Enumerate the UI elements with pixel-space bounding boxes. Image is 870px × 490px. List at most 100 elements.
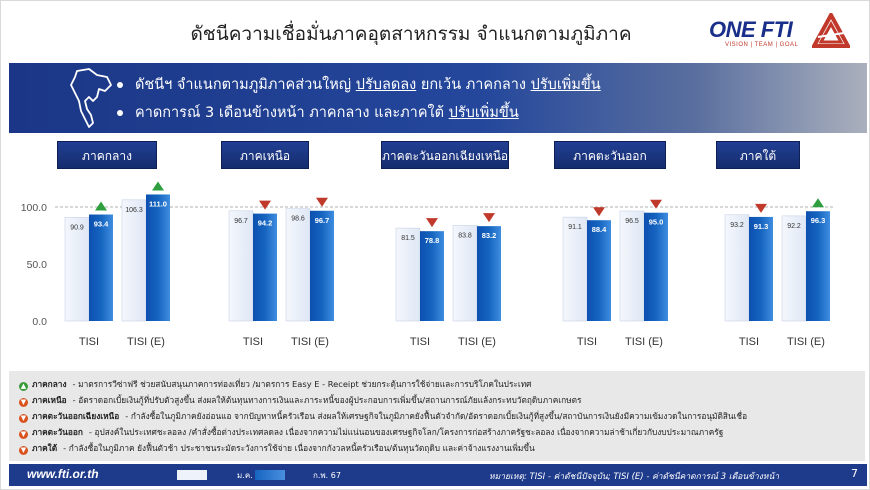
data-label-feb: 83.2 [482, 231, 497, 240]
down-arrow-icon [316, 197, 328, 207]
up-arrow-icon: ▲ [19, 382, 28, 391]
bar-feb [644, 212, 668, 321]
legend-label-feb: ก.พ. 67 [313, 471, 341, 480]
bar-feb [749, 216, 773, 321]
bar-feb [310, 210, 334, 321]
y-tick-label: 50.0 [27, 259, 48, 271]
data-label-jan: 90.9 [70, 224, 84, 231]
logo-text: ONE FTI [709, 17, 793, 42]
down-arrow-icon [650, 199, 662, 209]
down-arrow-icon [483, 213, 495, 223]
down-arrow-icon: ▼ [19, 398, 28, 407]
data-label-jan: 96.7 [234, 218, 248, 225]
x-category-label: TISI [79, 336, 99, 348]
data-label-feb: 96.7 [315, 216, 330, 225]
y-tick-label: 0.0 [32, 316, 47, 328]
bar-jan [452, 225, 478, 322]
down-arrow-icon: ▼ [19, 446, 28, 455]
down-arrow-icon [755, 203, 767, 213]
footer-bar: www.fti.or.th ม.ค. 67 ก.พ. 67 หมายเหตุ: … [9, 464, 867, 486]
summary-banner: ดัชนีฯ จำแนกตามภูมิภาคส่วนใหญ่ ปรับลดลง … [9, 63, 867, 133]
region-label-east: ภาคตะวันออก [554, 141, 666, 169]
data-label-jan: 91.1 [568, 224, 582, 231]
region-label-south: ภาคใต้ [716, 141, 800, 169]
legend-label-jan: ม.ค. 67 [237, 471, 266, 480]
regional-bar-chart: 0.0 50.0 100.0 90.9 93.4 TISI 106.3 111.0 TISI (… [1, 171, 870, 366]
bar-jan [562, 216, 588, 322]
bar-jan [781, 215, 807, 322]
footer-note: หมายเหตุ: TISI - ค่าดัชนีปัจจุบัน; TISI … [489, 472, 780, 482]
x-category-label: TISI (E) [458, 336, 496, 348]
bullet-dot [117, 82, 123, 88]
down-arrow-icon [593, 207, 605, 217]
x-category-label: TISI (E) [625, 336, 663, 348]
explanation-notes: ▲ ภาคกลาง - มาตรการวีซ่าฟรี ช่วยสนับสนุนภา… [9, 371, 865, 461]
summary-bullet-1: ดัชนีฯ จำแนกตามภูมิภาคส่วนใหญ่ ปรับลดลง … [117, 73, 601, 96]
note-northeast: ▼ ภาคตะวันออกเฉียงเหนือ - กำลังซื้อในภูมิภ… [19, 411, 748, 423]
data-label-feb: 95.0 [649, 218, 664, 227]
legend-swatch-jan [177, 470, 207, 480]
data-label-feb: 78.8 [425, 236, 440, 245]
x-category-label: TISI (E) [291, 336, 329, 348]
bar-feb [806, 211, 830, 321]
bar-jan [619, 210, 645, 322]
x-category-label: TISI [410, 336, 430, 348]
bar-jan [285, 208, 311, 322]
x-category-label: TISI (E) [787, 336, 825, 348]
bar-jan [64, 217, 90, 322]
bar-feb [587, 220, 611, 321]
up-arrow-icon [95, 201, 107, 211]
y-tick-label: 100.0 [21, 202, 47, 214]
data-label-feb: 91.3 [754, 222, 769, 231]
bar-feb [477, 226, 501, 321]
data-label-jan: 83.8 [458, 232, 472, 239]
page-title: ดัชนีความเชื่อมั่นภาคอุตสาหกรรม จำแนกตาม… [190, 23, 632, 45]
data-label-feb: 111.0 [149, 199, 167, 208]
note-south: ▼ ภาคใต้ - กำลังซื้อในภูมิภาค ยังฟื้นตัวช้… [19, 443, 535, 455]
bullet-dot [117, 110, 123, 116]
x-category-label: TISI (E) [127, 336, 165, 348]
bar-feb [146, 194, 170, 321]
page-number: 7 [851, 467, 858, 480]
up-arrow-icon [152, 181, 164, 191]
data-label-feb: 96.3 [811, 216, 826, 225]
fti-logo: ONE FTI VISION | TEAM | GOAL [709, 13, 859, 55]
data-label-feb: 94.2 [258, 219, 273, 228]
data-label-jan: 81.5 [401, 235, 415, 242]
region-label-north: ภาคเหนือ [221, 141, 309, 169]
data-label-feb: 93.4 [94, 220, 109, 229]
bar-jan [121, 199, 147, 322]
note-east: ▼ ภาคตะวันออก - อุปสงค์ในประเทศชะลอลง /คำส… [19, 427, 724, 439]
bar-feb [89, 214, 113, 321]
thailand-map-icon [70, 68, 112, 128]
website-link[interactable]: www.fti.or.th [27, 467, 99, 481]
summary-bullet-2: คาดการณ์ 3 เดือนข้างหน้า ภาคกลาง และภาคใ… [117, 101, 519, 124]
logo-tagline: VISION | TEAM | GOAL [725, 42, 799, 48]
data-label-feb: 88.4 [592, 225, 607, 234]
bar-jan [395, 227, 421, 322]
region-label-central: ภาคกลาง [57, 141, 157, 169]
data-label-jan: 98.6 [291, 216, 305, 223]
down-arrow-icon [426, 218, 438, 228]
note-north: ▼ ภาคเหนือ - อัตราดอกเบี้ยเงินกู้ที่ปรับตั… [19, 395, 582, 407]
up-arrow-icon [812, 198, 824, 208]
data-label-jan: 106.3 [125, 207, 143, 214]
data-label-jan: 92.2 [787, 223, 801, 230]
legend-swatch-feb [255, 470, 285, 480]
x-category-label: TISI [243, 336, 263, 348]
down-arrow-icon: ▼ [19, 414, 28, 423]
note-central: ▲ ภาคกลาง - มาตรการวีซ่าฟรี ช่วยสนับสนุนภา… [19, 379, 532, 391]
triangle-logo-icon [812, 13, 850, 48]
region-label-northeast: ภาคตะวันออกเฉียงเหนือ [381, 141, 509, 169]
chart-svg: 0.0 50.0 100.0 90.9 93.4 TISI 106.3 111.0 TISI (… [21, 181, 833, 348]
data-label-jan: 96.5 [625, 218, 639, 225]
bar-feb [420, 231, 444, 321]
x-category-label: TISI [577, 336, 597, 348]
x-category-label: TISI [739, 336, 759, 348]
data-label-jan: 93.2 [730, 222, 744, 229]
bar-jan [724, 214, 750, 322]
bar-jan [228, 210, 254, 322]
down-arrow-icon: ▼ [19, 430, 28, 439]
bar-feb [253, 213, 277, 321]
